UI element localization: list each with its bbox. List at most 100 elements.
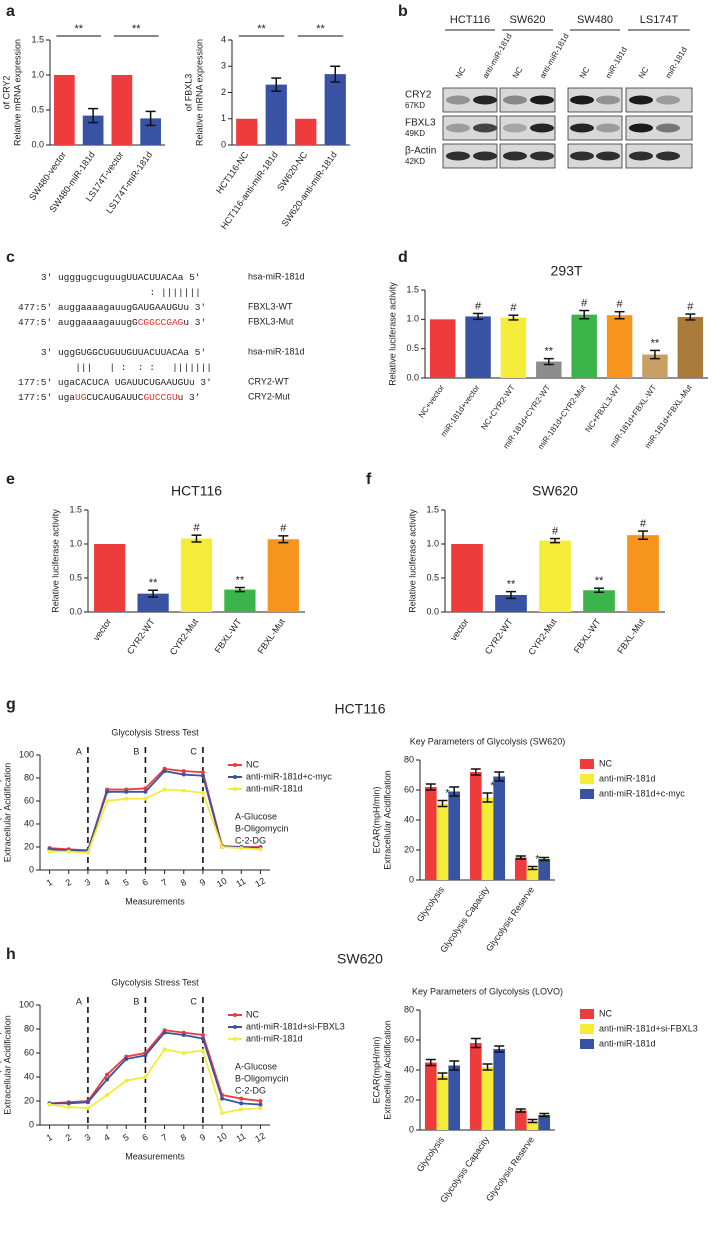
point [200, 1036, 205, 1041]
point [66, 1101, 71, 1106]
bar [481, 797, 494, 880]
significance: # [617, 299, 624, 311]
bar [137, 593, 169, 612]
bar [538, 859, 551, 880]
point [162, 1030, 167, 1035]
legend-label: anti-miR-181d+si-FBXL3 [599, 1023, 698, 1033]
y-axis-label: of FBXL3 [183, 74, 193, 112]
sequence-label: FBXL3-WT [248, 301, 293, 311]
sequence-segment: UG [75, 392, 87, 403]
blot-band [629, 151, 653, 161]
bar [583, 590, 615, 612]
y-axis-label: ECAR(mpH/min) [0, 779, 1, 846]
sequence-segment: 177:5' ugaCACUCA UGAUUCUGAAUGUu 3' [18, 377, 212, 388]
bar [82, 115, 104, 145]
y-tick-label: 0.5 [31, 104, 44, 114]
bar [54, 75, 75, 145]
point [181, 769, 186, 774]
point [162, 769, 167, 774]
point [105, 789, 110, 794]
x-tick-label: 8 [179, 877, 188, 888]
x-tick-label: 2 [64, 877, 73, 888]
annotation: B-Oligomycin [235, 1073, 289, 1083]
blot-band [596, 95, 620, 105]
y-tick-label: 1 [221, 113, 226, 123]
y-axis-label: Extracellular Acidification [382, 1020, 392, 1120]
x-tick-label: 11 [234, 876, 247, 889]
point [200, 1048, 205, 1053]
sequence-line: 477:5' auggaaaagauugGCGGCCGAGu 3' [18, 317, 206, 328]
x-tick-label: FBXL-WT [213, 616, 244, 655]
blot-band [530, 151, 554, 161]
sequence-line: 177:5' ugaCACUCA UGAUUCUGAAUGUu 3' [18, 377, 212, 388]
legend-swatch [580, 1024, 594, 1034]
sequence-line: : ||||||| [150, 287, 201, 298]
point [105, 1072, 110, 1077]
protein-name: FBXL3 [405, 118, 436, 129]
significance: ** [149, 577, 158, 589]
point [85, 850, 90, 855]
x-tick-label: Glycolysis Capacity [438, 1134, 491, 1204]
x-tick-label: 12 [253, 1131, 267, 1145]
y-axis-label: Extracellular Acidification [2, 763, 12, 863]
y-axis-label: of CRY2 [1, 76, 11, 110]
point [181, 1051, 186, 1055]
point [181, 788, 186, 793]
y-tick-label: 1.0 [69, 538, 82, 548]
bar [538, 1115, 551, 1130]
x-tick-label: NC+FBXL3-WT [584, 383, 623, 434]
panel-label: a [6, 3, 15, 20]
point [258, 1099, 263, 1103]
x-tick-label: 7 [160, 877, 169, 888]
sequence-segment: 477:5' auggaaaagauugGAUGAAUGUu 3' [18, 302, 206, 313]
x-tick-label: 2 [64, 1132, 73, 1143]
significance: * [535, 853, 540, 865]
lane-label: NC [637, 65, 651, 80]
bar [448, 1065, 461, 1130]
point [105, 1093, 110, 1097]
panel-label: b [398, 3, 408, 20]
y-tick-label: 1.0 [406, 314, 419, 324]
point [124, 1078, 129, 1083]
x-tick-label: CYR2-WT [483, 616, 515, 656]
significance: ** [257, 23, 266, 35]
y-tick-label: 40 [24, 1071, 34, 1081]
legend-marker [233, 775, 237, 779]
blot-band [596, 123, 620, 133]
x-tick-label: 4 [102, 877, 111, 888]
legend-marker [233, 787, 237, 791]
point [258, 1102, 263, 1107]
y-tick-label: 60 [404, 784, 414, 794]
bar [140, 118, 161, 145]
lane-label: NC [511, 65, 525, 80]
protein-name: β-Actin [405, 146, 436, 157]
blot-band [656, 123, 680, 133]
sequence-label: CRY2-WT [248, 376, 289, 386]
section-heading: SW620 [337, 951, 383, 967]
y-tick-label: 0 [409, 1124, 414, 1134]
y-tick-label: 0.5 [406, 343, 419, 353]
sequence-line: 177:5' ugaUGCUCAUGAUUCGUCCGUu 3' [18, 392, 200, 403]
protein-size: 42KD [405, 157, 425, 166]
point [220, 845, 225, 849]
x-tick-label: Glycolysis Reserve [484, 885, 536, 953]
x-tick-label: FBXL-Mut [255, 616, 287, 655]
legend-swatch [580, 1039, 594, 1049]
y-tick-label: 0.5 [69, 572, 82, 582]
phase-label: A [76, 996, 82, 1006]
blot-band [656, 151, 680, 161]
x-axis-label: Measurements [125, 1151, 185, 1161]
legend-marker [233, 1037, 237, 1041]
x-axis-label: Measurements [125, 896, 185, 906]
significance: ** [316, 23, 325, 35]
blot-band [570, 151, 594, 161]
sequence-segment: 177:5' uga [18, 392, 75, 403]
blot-band [629, 95, 653, 105]
legend-swatch [580, 759, 594, 769]
x-tick-label: HCT116-anti-miR-181d [219, 150, 280, 231]
bar [526, 868, 539, 880]
significance: * [490, 780, 495, 792]
significance: * [445, 787, 450, 799]
y-tick-label: 0.0 [69, 606, 82, 616]
phase-label: A [76, 746, 82, 756]
